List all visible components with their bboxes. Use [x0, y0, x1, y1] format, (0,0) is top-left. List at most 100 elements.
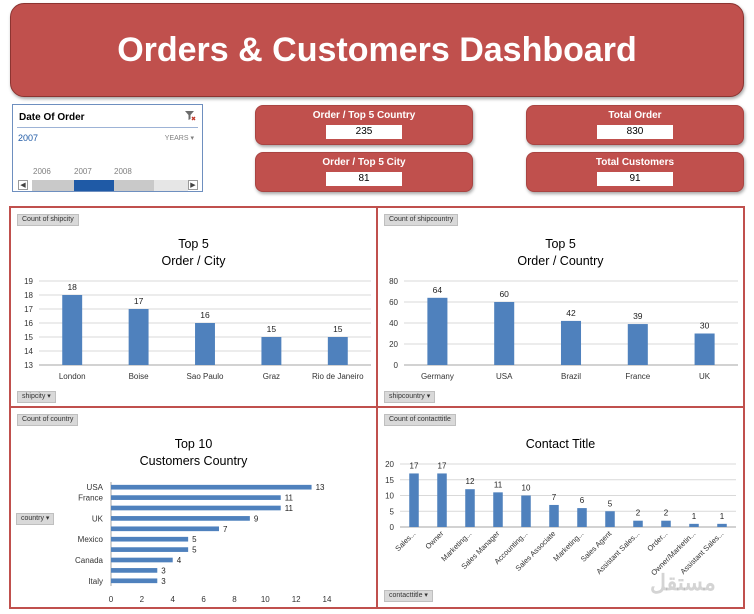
scroll-left-icon[interactable]: ◀ — [18, 180, 28, 190]
bar — [128, 309, 149, 365]
axis-field-button-country[interactable]: country ▾ — [16, 513, 55, 525]
data-label: 15 — [333, 324, 343, 334]
data-label: 64 — [433, 285, 443, 295]
y-tick-label: 0 — [390, 523, 395, 532]
kpi-order-top5-city: Order / Top 5 City 81 — [255, 152, 473, 192]
y-tick-label: 19 — [24, 277, 33, 286]
y-tick-label: 18 — [24, 291, 33, 300]
data-label: 17 — [438, 461, 447, 470]
bar — [605, 511, 615, 527]
chart-title-line1: Contact Title — [525, 437, 596, 451]
x-tick-label: Sales... — [393, 529, 417, 553]
bar — [111, 516, 250, 521]
bar — [111, 495, 281, 500]
data-label: 39 — [633, 311, 643, 321]
chart-title-line2: Customers Country — [139, 454, 248, 468]
chart-title: Top 10 Customers Country — [11, 436, 376, 470]
chart-title-line2: Order / Country — [517, 254, 604, 268]
bar — [689, 523, 699, 527]
data-label: 10 — [522, 484, 531, 493]
filter-dropdown-icon: ▾ — [47, 393, 51, 400]
data-label: 18 — [67, 282, 77, 292]
kpi-label: Order / Top 5 City — [322, 157, 406, 168]
timeline-segment-2008[interactable] — [114, 180, 154, 191]
kpi-value: 830 — [597, 125, 673, 139]
timeline-track[interactable] — [32, 180, 188, 191]
bar — [111, 536, 189, 542]
field-button-count-shipcountry[interactable]: Count of shipcountry — [384, 214, 459, 226]
hbar-chart-customers-country: 0 2 4 6 8 10 12 14 13 USA 11 France 11 9 UK 7 5 Mexico 5 4 C… — [75, 482, 332, 604]
timeline-segment-2006[interactable] — [32, 180, 74, 191]
bar — [633, 520, 643, 527]
data-label: 12 — [466, 477, 475, 486]
bar — [521, 495, 531, 527]
y-tick-label: 14 — [24, 347, 33, 356]
data-label: 5 — [192, 546, 197, 555]
slicer-separator — [17, 127, 198, 128]
y-tick-label: Mexico — [78, 535, 104, 544]
x-tick-label: 12 — [292, 595, 301, 604]
data-label: 5 — [192, 535, 197, 544]
y-tick-label: France — [78, 494, 103, 503]
x-tick-label: London — [59, 372, 86, 381]
bar — [694, 333, 715, 365]
time-level-dropdown[interactable]: YEARS ▾ — [165, 134, 194, 142]
y-tick-label: 13 — [24, 361, 33, 370]
bar — [111, 526, 219, 532]
kpi-value: 81 — [326, 172, 402, 186]
date-of-order-slicer[interactable]: Date Of Order 2007 YEARS ▾ 2006 2007 200… — [12, 104, 203, 192]
chart-panel-order-city: Count of shipcity Top 5 Order / City 13 1… — [9, 206, 378, 408]
axis-field-label: shipcountry — [389, 393, 425, 400]
axis-field-button-contacttitle[interactable]: contacttitle ▾ — [384, 590, 433, 602]
x-tick-label: USA — [496, 372, 513, 381]
data-label: 42 — [566, 308, 576, 318]
timeline-segment-2007[interactable] — [74, 180, 114, 191]
y-tick-label: Canada — [75, 556, 104, 565]
chart-panel-customers-country: Count of country Top 10 Customers Countr… — [9, 406, 378, 609]
kpi-value: 91 — [597, 172, 673, 186]
bar — [560, 320, 582, 365]
bar — [111, 484, 312, 490]
bar — [427, 297, 448, 365]
chart-title: Contact Title — [378, 436, 743, 453]
filter-dropdown-icon: ▾ — [424, 592, 428, 599]
chart-title-line1: Top 5 — [545, 237, 576, 251]
chevron-down-icon: ▾ — [190, 135, 194, 142]
bar — [111, 557, 173, 563]
x-tick-label: UK — [699, 372, 711, 381]
data-label: 13 — [316, 483, 325, 492]
kpi-label: Total Customers — [595, 157, 675, 168]
x-tick-label: 10 — [261, 595, 270, 604]
bar — [409, 473, 419, 527]
field-button-count-country[interactable]: Count of country — [17, 414, 79, 426]
y-tick-label: UK — [92, 514, 104, 523]
year-label-2008: 2008 — [114, 167, 132, 176]
scroll-right-icon[interactable]: ▶ — [188, 180, 198, 190]
dashboard-title: Orders & Customers Dashboard — [117, 30, 637, 69]
field-button-count-shipcity[interactable]: Count of shipcity — [17, 214, 79, 226]
x-tick-label: Order... — [645, 529, 669, 553]
axis-field-button-shipcity[interactable]: shipcity ▾ — [17, 391, 56, 403]
x-tick-label: Owner — [423, 529, 445, 551]
data-label: 17 — [134, 296, 144, 306]
y-tick-label: 40 — [389, 319, 398, 328]
chart-title-line2: Order / City — [161, 254, 226, 268]
data-label: 16 — [200, 310, 210, 320]
clear-filter-icon[interactable] — [184, 110, 196, 122]
data-label: 11 — [494, 480, 503, 489]
y-tick-label: 15 — [385, 476, 394, 485]
x-tick-label: France — [625, 372, 650, 381]
data-label: 7 — [552, 493, 557, 502]
x-tick-label: 2 — [140, 595, 145, 604]
bar — [627, 324, 648, 365]
bar — [577, 508, 587, 527]
y-tick-label: 16 — [24, 319, 33, 328]
x-tick-label: 14 — [323, 595, 332, 604]
field-button-count-contacttitle[interactable]: Count of contacttitle — [384, 414, 456, 426]
axis-field-button-shipcountry[interactable]: shipcountry ▾ — [384, 391, 436, 403]
bar — [465, 489, 475, 527]
kpi-label: Order / Top 5 Country — [312, 110, 416, 121]
y-tick-label: USA — [87, 483, 104, 492]
bar — [661, 520, 671, 527]
y-tick-label: 15 — [24, 333, 33, 342]
